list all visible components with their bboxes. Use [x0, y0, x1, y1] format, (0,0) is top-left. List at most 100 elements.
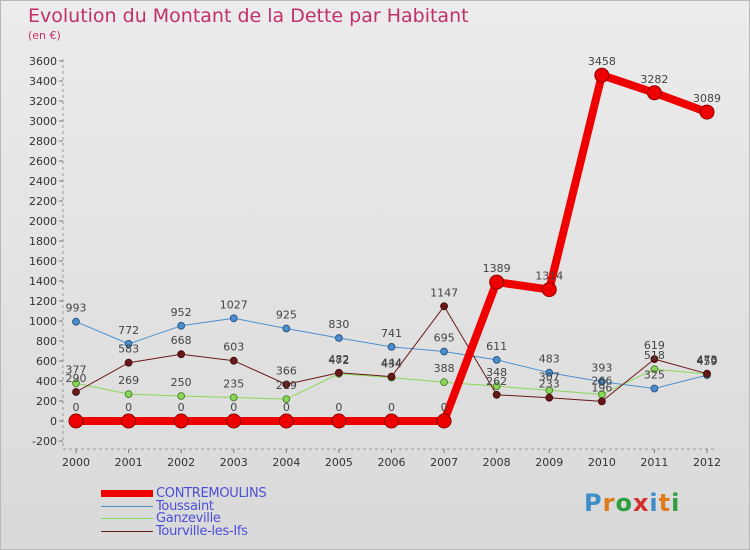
data-point [646, 85, 662, 101]
y-tick-label: 3200 [29, 95, 57, 108]
data-label: 993 [66, 302, 87, 315]
logo-letter: x [632, 489, 650, 517]
y-tick-label: 600 [36, 355, 57, 368]
x-tick-label: 2000 [62, 456, 90, 469]
data-label: 473 [697, 354, 718, 367]
y-tick-label: 3000 [29, 115, 57, 128]
data-point [440, 347, 448, 356]
data-point [650, 384, 659, 393]
data-label: 3282 [640, 73, 668, 86]
data-point [335, 334, 343, 342]
data-point [384, 413, 399, 429]
data-label: 0 [178, 401, 185, 414]
data-point [173, 413, 189, 429]
data-point [72, 317, 80, 326]
data-label: 3089 [693, 92, 721, 105]
data-label: 0 [283, 401, 290, 414]
data-point [331, 413, 347, 429]
y-tick-label: 3600 [29, 55, 57, 68]
data-label: 925 [276, 309, 297, 322]
data-point [282, 395, 291, 404]
data-point [492, 390, 501, 399]
data-label: 262 [486, 375, 507, 388]
data-label: 250 [171, 376, 192, 389]
legend-swatch [101, 518, 153, 519]
logo-letter: r [602, 489, 616, 517]
data-label: 0 [125, 401, 132, 414]
x-tick-label: 2012 [693, 456, 721, 469]
y-tick-label: 200 [36, 395, 57, 408]
data-point [703, 369, 711, 378]
data-point [229, 356, 238, 365]
data-point [124, 339, 133, 348]
data-point [545, 386, 554, 395]
data-label: 1027 [220, 298, 248, 311]
data-label: 307 [539, 370, 560, 383]
y-tick-label: 1400 [29, 275, 57, 288]
y-tick-label: 800 [36, 335, 57, 348]
data-label: 266 [591, 374, 612, 387]
data-label: 470 [697, 354, 718, 367]
logo-letter: i [671, 489, 681, 517]
legend-label: Toussaint [156, 498, 214, 514]
data-label: 366 [276, 364, 297, 377]
data-point [387, 372, 396, 381]
x-tick-label: 2008 [483, 456, 511, 469]
legend-label: Ganzeville [156, 511, 221, 526]
data-label: 290 [66, 372, 87, 385]
y-tick-label: 1800 [29, 235, 57, 248]
legend-swatch [101, 505, 153, 507]
y-tick-label: 1600 [29, 255, 57, 268]
data-label: 0 [230, 401, 237, 414]
data-point [229, 314, 238, 323]
x-tick-label: 2005 [325, 456, 353, 469]
data-point [282, 324, 291, 333]
data-label: 1147 [430, 286, 458, 299]
y-tick-label: 2400 [29, 175, 57, 188]
data-label: 518 [644, 349, 665, 362]
data-label: 325 [644, 369, 665, 382]
logo-letter: o [615, 489, 633, 517]
y-tick-label: 2600 [29, 155, 57, 168]
data-label: 695 [434, 332, 455, 345]
data-label: 603 [223, 341, 244, 354]
data-point [68, 413, 84, 429]
y-tick-label: 2200 [29, 195, 57, 208]
data-point [229, 393, 238, 402]
y-tick-label: 0 [50, 415, 57, 428]
data-label: 377 [66, 363, 87, 376]
data-point [597, 397, 606, 406]
data-label: 1389 [483, 262, 511, 275]
data-label: 772 [118, 324, 139, 337]
data-label: 0 [441, 401, 448, 414]
data-point [650, 355, 659, 364]
x-tick-label: 2011 [640, 456, 668, 469]
data-label: 348 [486, 366, 507, 379]
chart-subtitle: (en €) [28, 29, 61, 42]
data-label: 196 [591, 381, 612, 394]
data-point [177, 321, 186, 330]
data-point [278, 413, 294, 429]
y-tick-label: 3400 [29, 75, 57, 88]
data-label: 1314 [535, 270, 563, 283]
x-tick-label: 2002 [167, 456, 195, 469]
x-tick-label: 2001 [115, 456, 143, 469]
data-point [335, 368, 343, 377]
y-tick-label: 400 [36, 375, 57, 388]
data-label: 459 [697, 355, 718, 368]
data-label: 830 [328, 318, 349, 331]
data-label: 0 [73, 401, 80, 414]
data-point [597, 377, 606, 386]
data-label: 0 [388, 401, 395, 414]
data-point [436, 413, 452, 429]
y-tick-label: 2800 [29, 135, 57, 148]
data-label: 444 [381, 357, 402, 370]
data-label: 233 [539, 378, 560, 391]
data-point [492, 382, 501, 391]
data-label: 388 [434, 362, 455, 375]
data-label: 393 [591, 362, 612, 375]
data-label: 741 [381, 327, 402, 340]
data-label: 269 [118, 374, 139, 387]
data-point [545, 393, 554, 402]
